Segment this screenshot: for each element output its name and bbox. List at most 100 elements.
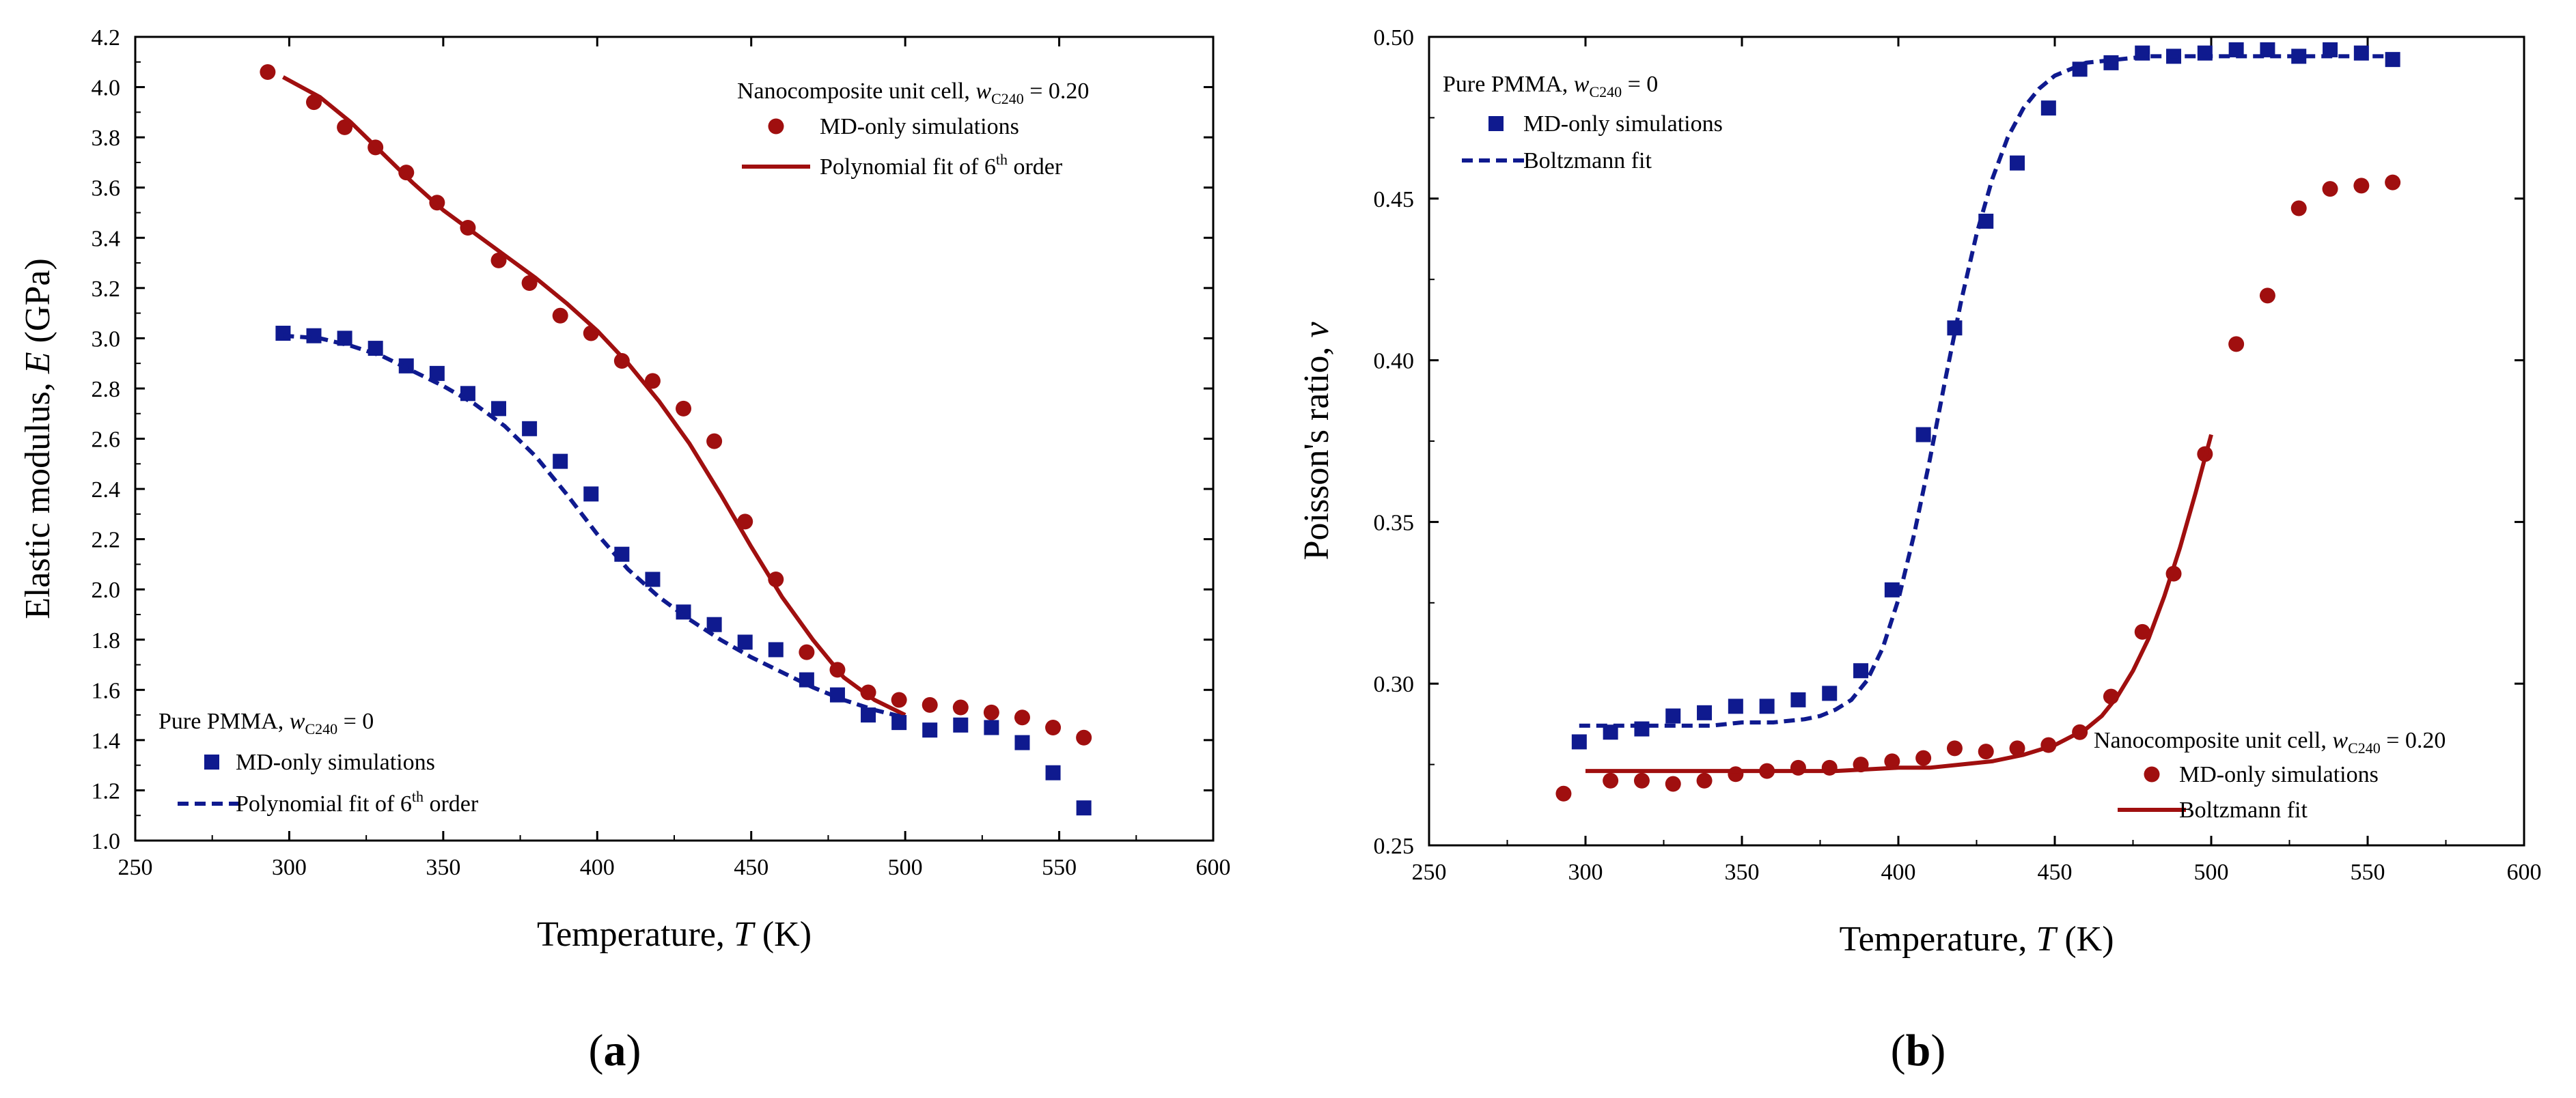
data-point-circle — [799, 644, 815, 660]
data-point-circle — [521, 274, 538, 291]
data-point-square — [275, 326, 291, 341]
y-tick-label: 3.0 — [92, 326, 121, 352]
x-axis-title: Temperature, T (K) — [1839, 920, 2114, 959]
legend-top-right: Nanocomposite unit cell, wC240 = 0.20 MD-… — [737, 79, 1089, 180]
data-point-circle — [1665, 776, 1681, 792]
series-fit-line-3 — [283, 333, 906, 720]
data-point-circle — [1728, 766, 1744, 783]
y-tick-label: 0.30 — [1374, 672, 1415, 697]
solid-fit-line — [281, 75, 906, 717]
data-point-square — [1014, 735, 1030, 750]
x-tick-label: 250 — [1412, 860, 1447, 885]
data-point-square — [2010, 155, 2025, 171]
y-tick-label: 2.6 — [92, 427, 121, 453]
y-tick-label: 3.2 — [92, 277, 121, 302]
data-point-circle — [552, 307, 568, 324]
data-point-circle — [2290, 200, 2307, 216]
y-tick-label: 0.25 — [1374, 834, 1415, 859]
legend-entry-label: Boltzmann fit — [1523, 148, 1652, 173]
panel-label: (a) — [589, 1026, 641, 1075]
panel-a: 250 300 350 400 450 500 550 600 1.0 1.2 1.4 1.6 1.8 2… — [18, 25, 1231, 1075]
data-point-square — [1790, 692, 1806, 707]
data-point-square — [2228, 42, 2244, 57]
x-tick-label: 250 — [118, 855, 153, 880]
data-point-square — [706, 617, 722, 632]
data-point-circle — [1603, 772, 1619, 789]
data-point-circle — [1555, 785, 1572, 802]
data-point-square — [2040, 100, 2056, 116]
legend-title: Pure PMMA, wC240 = 0 — [1443, 72, 1658, 100]
legend-entry-label: Boltzmann fit — [2179, 798, 2308, 823]
data-point-circle — [644, 373, 661, 389]
x-tick-label: 450 — [734, 855, 768, 880]
data-point-square — [429, 365, 445, 381]
data-point-square — [1915, 427, 1931, 442]
legend-marker-square — [204, 755, 219, 770]
legend-entry-label: Polynomial fit of 6th order — [820, 151, 1063, 180]
legend-title: Nanocomposite unit cell, wC240 = 0.20 — [737, 79, 1089, 107]
y-tick-label: 3.6 — [92, 176, 121, 201]
legend-bottom-left: Pure PMMA, wC240 = 0 MD-only simulations P… — [158, 709, 479, 817]
data-point-circle — [1696, 772, 1713, 789]
data-point-square — [645, 572, 661, 587]
data-point-square — [1978, 213, 1994, 229]
x-tick-label: 550 — [2351, 860, 2385, 885]
x-tick-label: 450 — [2038, 860, 2073, 885]
data-point-circle — [2322, 181, 2338, 197]
y-tick-label: 1.2 — [92, 778, 121, 804]
data-point-circle — [1014, 709, 1030, 726]
data-point-circle — [613, 352, 630, 369]
data-point-circle — [1045, 719, 1062, 735]
data-point-circle — [2385, 174, 2401, 191]
data-point-square — [953, 717, 969, 733]
data-point-square — [1665, 708, 1681, 724]
y-tick-label: 2.8 — [92, 377, 121, 402]
y-tick-label: 1.6 — [92, 678, 121, 703]
panel-label: (b) — [1891, 1026, 1946, 1075]
data-point-circle — [706, 433, 723, 449]
data-point-circle — [983, 704, 999, 720]
data-point-square — [583, 486, 599, 502]
legend-entry-label: MD-only simulations — [1523, 111, 1723, 137]
data-point-circle — [1884, 753, 1900, 770]
data-point-circle — [2228, 336, 2245, 352]
data-point-square — [1571, 734, 1587, 750]
data-point-square — [1076, 800, 1092, 816]
data-point-circle — [260, 64, 276, 80]
y-tick-label: 0.50 — [1374, 25, 1415, 51]
y-tick-label: 0.35 — [1374, 510, 1415, 535]
solid-fit-line — [1585, 434, 2213, 774]
data-point-square — [1759, 699, 1775, 714]
data-point-circle — [2009, 740, 2025, 757]
data-point-circle — [1946, 740, 1963, 757]
data-point-square — [553, 453, 568, 469]
data-point-square — [922, 722, 938, 738]
y-tick-label: 3.4 — [92, 226, 121, 251]
series-fit-line-3 — [1585, 434, 2213, 774]
legend-top-left: Pure PMMA, wC240 = 0 MD-only simulations B… — [1443, 72, 1723, 173]
y-tick-label: 4.0 — [92, 76, 121, 101]
data-point-circle — [398, 165, 415, 181]
data-point-square — [2385, 52, 2400, 68]
data-point-circle — [891, 692, 907, 708]
data-point-circle — [1821, 759, 1838, 776]
dashed-fit-line — [1579, 54, 2393, 728]
data-point-square — [2291, 48, 2307, 64]
legend-entry-label: MD-only simulations — [2179, 762, 2379, 787]
y-tick-label: 0.40 — [1374, 349, 1415, 374]
data-point-square — [984, 720, 999, 735]
y-tick-label: 1.0 — [92, 829, 121, 854]
x-tick-label: 600 — [2507, 860, 2542, 885]
data-point-circle — [1790, 759, 1806, 776]
legend-title: Pure PMMA, wC240 = 0 — [158, 709, 374, 737]
x-axis-title: Temperature, T (K) — [537, 915, 812, 954]
data-point-square — [1728, 699, 1743, 714]
data-point-square — [522, 421, 538, 436]
y-tick-label: 2.0 — [92, 578, 121, 603]
data-point-square — [861, 707, 876, 723]
data-point-square — [676, 604, 691, 620]
data-point-square — [737, 634, 753, 650]
data-point-square — [2323, 42, 2338, 57]
data-point-circle — [922, 696, 938, 713]
